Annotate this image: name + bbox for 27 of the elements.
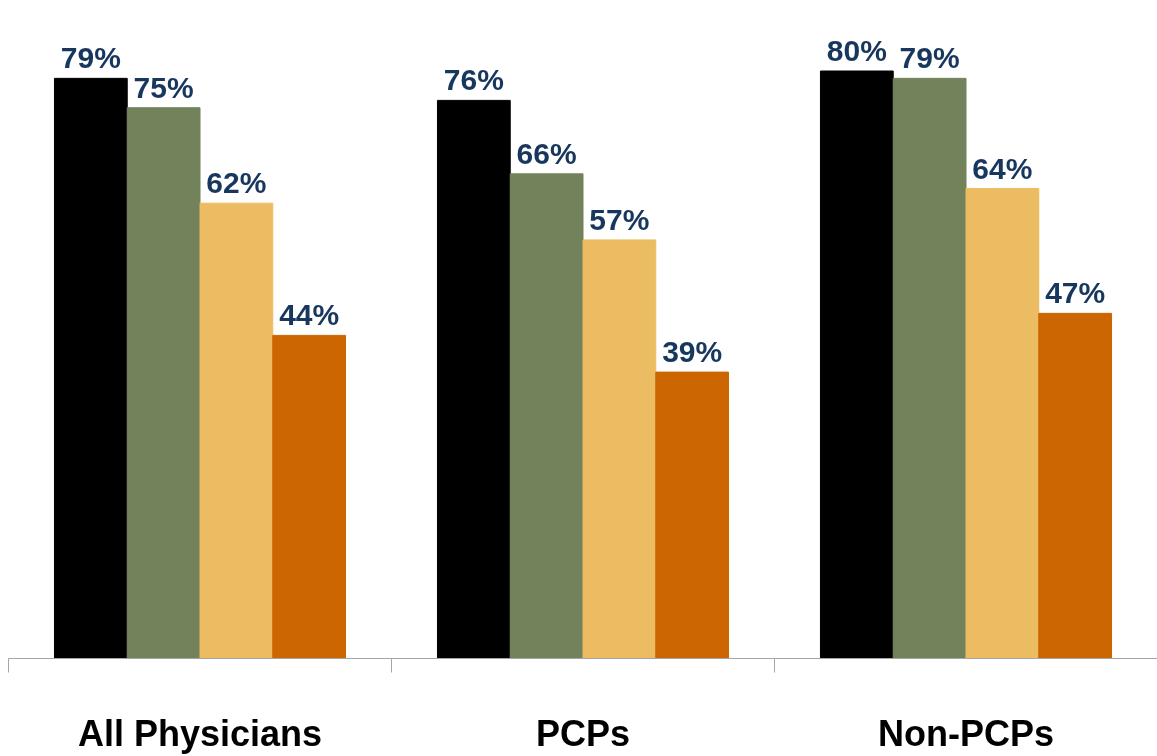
data-label: 44% [279, 298, 340, 332]
bar [272, 334, 347, 659]
bar [53, 77, 128, 659]
bar [819, 70, 894, 659]
x-tick-label: All Physicians [77, 712, 323, 754]
data-label: 66% [516, 136, 577, 170]
data-label: 79% [899, 41, 960, 75]
bar [965, 188, 1040, 659]
bar [509, 173, 584, 659]
data-label: 57% [589, 202, 650, 236]
x-tick-label: PCPs [535, 712, 631, 754]
data-label: 64% [972, 151, 1033, 185]
data-label: 79% [60, 41, 121, 75]
bar [655, 371, 730, 659]
bar [1038, 312, 1113, 659]
bar [892, 77, 967, 659]
x-tick-label: Non-PCPs [878, 712, 1055, 754]
data-label: 39% [662, 335, 723, 369]
data-label: 75% [133, 70, 194, 104]
bar [582, 239, 657, 659]
bar [126, 107, 201, 659]
bar [199, 202, 274, 659]
data-label: 76% [443, 63, 504, 97]
data-label: 62% [206, 166, 267, 200]
data-label: 80% [826, 34, 887, 67]
data-label: 47% [1045, 276, 1106, 310]
bar [436, 99, 511, 659]
